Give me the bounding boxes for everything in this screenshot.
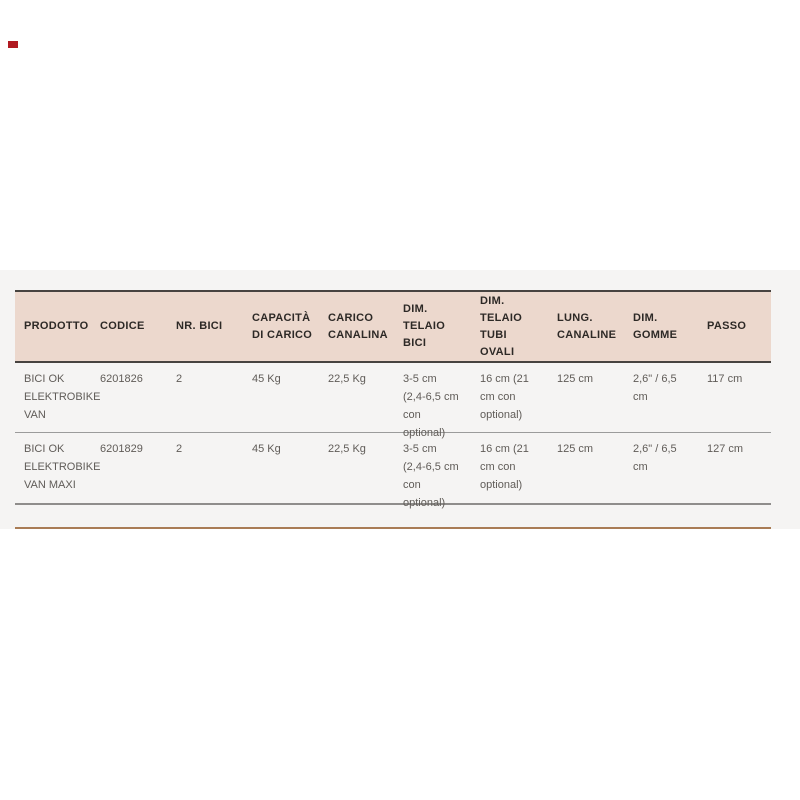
column-header-carico-canalina: CARICO CANALINA [328,311,388,341]
column-header-prodotto: PRODOTTO [24,320,89,332]
cell-dim-telaio-tubi-ovali: 16 cm (21 cm con optional) [480,373,529,421]
cell-capacita-di-carico: 45 Kg [252,443,281,455]
cell-capacita-di-carico: 45 Kg [252,373,281,385]
column-header-codice: CODICE [100,320,145,332]
cell-dim-telaio-bici: 3-5 cm (2,4-6,5 cm con optional) [403,373,459,439]
column-header-dim-telaio-bici: DIM. TELAIO BICI [403,303,446,349]
table-row: BICI OK ELEKTROBIKE VAN 6201826 2 45 Kg … [15,363,771,439]
cell-codice: 6201826 [100,373,143,385]
column-header-dim-telaio-tubi-ovali: DIM. TELAIO TUBI OVALI [480,294,523,358]
cell-carico-canalina: 22,5 Kg [328,373,366,385]
cell-dim-telaio-tubi-ovali: 16 cm (21 cm con optional) [480,443,529,491]
cell-dim-gomme: 2,6" / 6,5 cm [633,373,677,403]
cell-nr-bici: 2 [176,443,183,455]
cell-prodotto: BICI OK ELEKTROBIKE VAN [24,373,101,421]
column-header-dim-gomme: DIM. GOMME [633,311,678,341]
column-header-capacita-di-carico: CAPACITÀ DI CARICO [252,311,313,341]
cell-lung-canaline: 125 cm [557,373,594,385]
cell-dim-gomme: 2,6" / 6,5 cm [633,443,677,473]
cell-prodotto: BICI OK ELEKTROBIKE VAN MAXI [24,443,101,491]
cell-codice: 6201829 [100,443,143,455]
product-spec-table: PRODOTTO CODICE NR. BICI CAPACITÀ DI CAR… [15,290,771,509]
cell-carico-canalina: 22,5 Kg [328,443,366,455]
cell-lung-canaline: 125 cm [557,443,594,455]
table-header-row: PRODOTTO CODICE NR. BICI CAPACITÀ DI CAR… [15,290,771,363]
cell-dim-telaio-bici: 3-5 cm (2,4-6,5 cm con optional) [403,443,459,509]
column-header-passo: PASSO [707,320,747,332]
cell-passo: 117 cm [707,373,743,385]
column-header-nr-bici: NR. BICI [176,320,223,332]
table-row: BICI OK ELEKTROBIKE VAN MAXI 6201829 2 4… [15,433,771,509]
accent-divider [15,527,771,529]
cell-passo: 127 cm [707,443,744,455]
column-header-lung-canaline: LUNG. CANALINE [557,311,617,341]
logo-mark [8,41,18,48]
cell-nr-bici: 2 [176,373,183,385]
